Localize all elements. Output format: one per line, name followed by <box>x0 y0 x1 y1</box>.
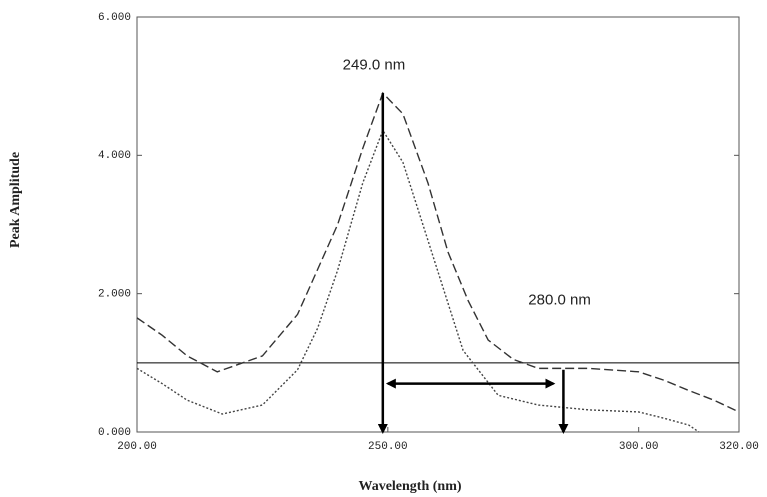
annotation: 249.0 nm <box>343 56 406 73</box>
series-line <box>136 128 700 433</box>
annotation: 280.0 nm <box>528 292 591 309</box>
x-tick-label: 250.00 <box>368 441 408 453</box>
y-tick-label: 4.000 <box>98 150 131 162</box>
plot-frame <box>136 16 740 433</box>
x-tick-label: 200.00 <box>117 441 157 453</box>
y-tick-label: 6.000 <box>98 12 131 24</box>
series-line <box>136 91 740 413</box>
y-tick-label: 0.000 <box>98 427 131 439</box>
x-tick-label: 300.00 <box>619 441 659 453</box>
y-axis-label: Peak Amplitude <box>8 152 23 248</box>
y-tick-label: 2.000 <box>98 289 131 301</box>
x-axis-label: Wavelength (nm) <box>358 479 461 494</box>
x-tick-label: 320.00 <box>719 441 759 453</box>
